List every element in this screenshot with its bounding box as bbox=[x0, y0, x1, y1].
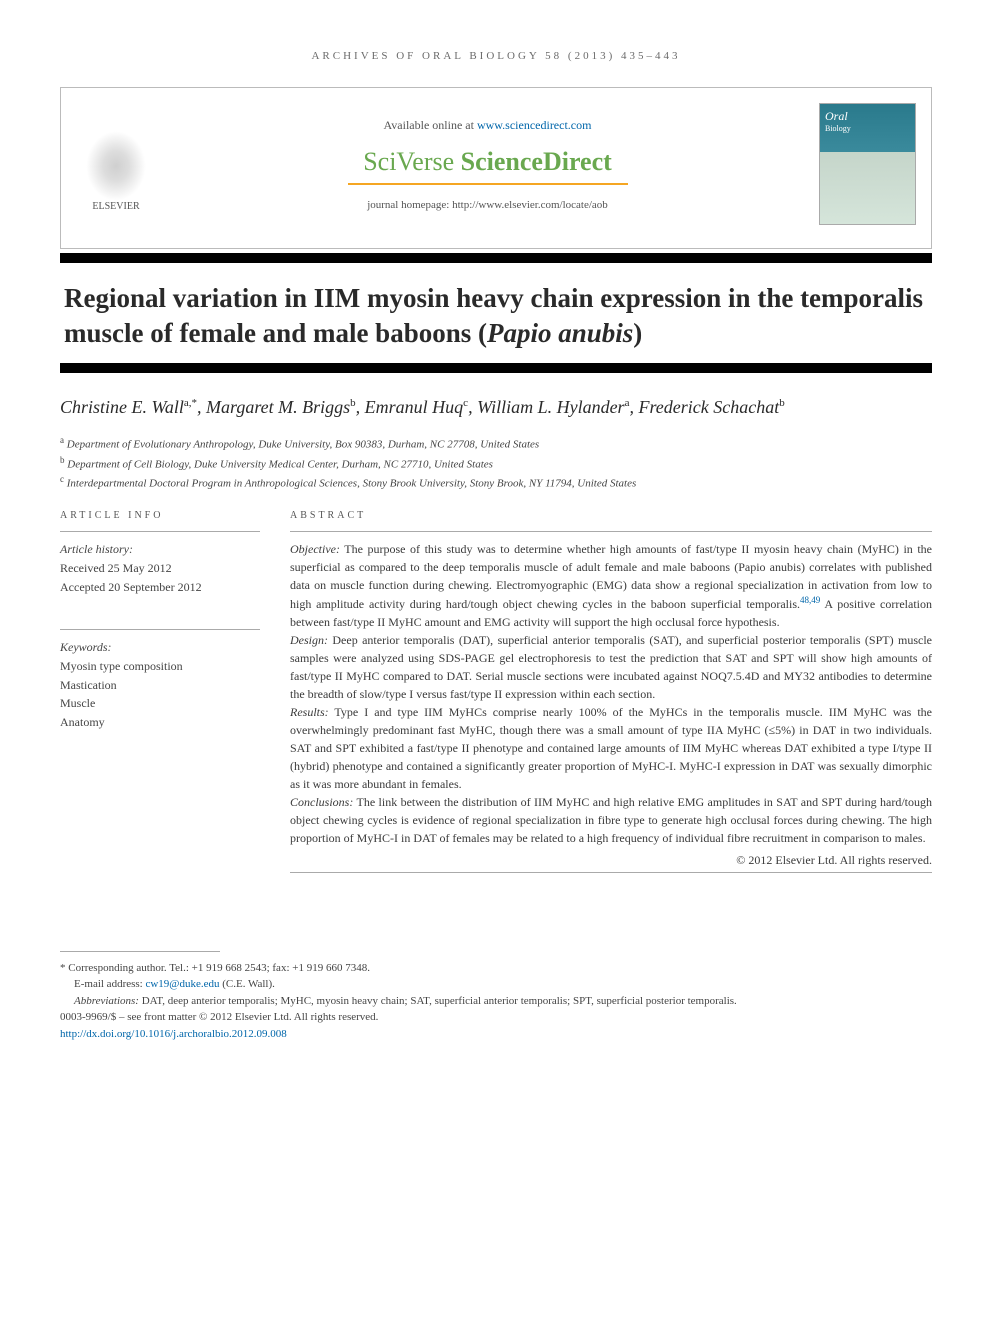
doi-link[interactable]: http://dx.doi.org/10.1016/j.archoralbio.… bbox=[60, 1028, 287, 1040]
keyword-item: Muscle bbox=[60, 694, 260, 713]
affiliations: a Department of Evolutionary Anthropolog… bbox=[60, 434, 932, 491]
objective-label: Objective: bbox=[290, 542, 340, 556]
article-history: Article history: Received 25 May 2012 Ac… bbox=[60, 540, 260, 597]
results-text: Type I and type IIM MyHCs comprise nearl… bbox=[290, 705, 932, 791]
affiliation-line: b Department of Cell Biology, Duke Unive… bbox=[60, 454, 932, 473]
cover-title: Oral bbox=[825, 109, 910, 124]
conclusions-label: Conclusions: bbox=[290, 795, 353, 809]
objective-refs[interactable]: 48,49 bbox=[800, 595, 820, 605]
design-text: Deep anterior temporalis (DAT), superfic… bbox=[290, 633, 932, 701]
sciencedirect-link[interactable]: www.sciencedirect.com bbox=[477, 118, 592, 132]
brand-bold: ScienceDirect bbox=[461, 147, 612, 176]
abstract-text: Objective: The purpose of this study was… bbox=[290, 540, 932, 847]
email-label: E-mail address: bbox=[74, 978, 145, 990]
issn-line: 0003-9969/$ – see front matter © 2012 El… bbox=[60, 1009, 932, 1026]
results-label: Results: bbox=[290, 705, 329, 719]
corresponding-tel: Tel.: +1 919 668 2543; fax: +1 919 660 7… bbox=[167, 962, 370, 974]
article-info-label: ARTICLE INFO bbox=[60, 510, 260, 521]
corresponding-label: * Corresponding author. bbox=[60, 962, 167, 974]
available-online: Available online at www.sciencedirect.co… bbox=[171, 118, 804, 133]
brand-light: SciVerse bbox=[363, 147, 460, 176]
keyword-item: Mastication bbox=[60, 676, 260, 695]
black-bar-top bbox=[60, 253, 932, 263]
authors-list: Christine E. Walla,*, Margaret M. Briggs… bbox=[60, 395, 932, 420]
footer: * Corresponding author. Tel.: +1 919 668… bbox=[60, 960, 932, 1043]
abstract-copyright: © 2012 Elsevier Ltd. All rights reserved… bbox=[290, 853, 932, 868]
cover-subtitle: Biology bbox=[825, 124, 910, 133]
history-accepted: Accepted 20 September 2012 bbox=[60, 578, 260, 597]
header-box: ELSEVIER Available online at www.science… bbox=[60, 87, 932, 249]
history-received: Received 25 May 2012 bbox=[60, 559, 260, 578]
design-label: Design: bbox=[290, 633, 328, 647]
abstract-label: ABSTRACT bbox=[290, 510, 932, 521]
affiliation-line: a Department of Evolutionary Anthropolog… bbox=[60, 434, 932, 453]
abbrev-label: Abbreviations: bbox=[74, 995, 139, 1007]
keywords-label: Keywords: bbox=[60, 638, 260, 657]
publisher-name: ELSEVIER bbox=[92, 201, 139, 212]
keyword-item: Myosin type composition bbox=[60, 657, 260, 676]
black-bar-bottom bbox=[60, 363, 932, 373]
available-prefix: Available online at bbox=[384, 118, 477, 132]
article-title: Regional variation in IIM myosin heavy c… bbox=[64, 281, 928, 351]
abstract-divider-bottom bbox=[290, 872, 932, 873]
email-name: (C.E. Wall). bbox=[219, 978, 274, 990]
email-link[interactable]: cw19@duke.edu bbox=[145, 978, 219, 990]
title-text-2: ) bbox=[633, 318, 642, 348]
title-italic: Papio anubis bbox=[487, 318, 633, 348]
elsevier-tree-icon bbox=[86, 131, 146, 201]
left-divider-2 bbox=[60, 629, 260, 630]
journal-reference: ARCHIVES OF ORAL BIOLOGY 58 (2013) 435–4… bbox=[60, 50, 932, 62]
abstract-divider-top bbox=[290, 531, 932, 532]
left-divider-1 bbox=[60, 531, 260, 532]
journal-homepage: journal homepage: http://www.elsevier.co… bbox=[171, 199, 804, 211]
elsevier-logo: ELSEVIER bbox=[76, 117, 156, 212]
sciverse-brand: SciVerse ScienceDirect bbox=[171, 147, 804, 177]
footer-divider bbox=[60, 951, 220, 952]
journal-cover-thumb: Oral Biology bbox=[819, 103, 916, 225]
keyword-item: Anatomy bbox=[60, 713, 260, 732]
keywords-block: Keywords: Myosin type compositionMastica… bbox=[60, 638, 260, 732]
abbrev-text: DAT, deep anterior temporalis; MyHC, myo… bbox=[139, 995, 737, 1007]
brand-underline bbox=[348, 183, 628, 185]
conclusions-text: The link between the distribution of IIM… bbox=[290, 795, 932, 845]
history-label: Article history: bbox=[60, 540, 260, 559]
affiliation-line: c Interdepartmental Doctoral Program in … bbox=[60, 473, 932, 492]
